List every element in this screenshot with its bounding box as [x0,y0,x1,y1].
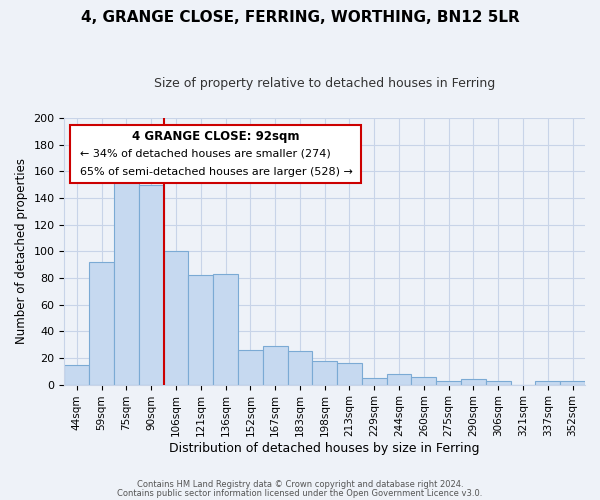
Bar [89,262,114,384]
Bar [436,380,461,384]
Bar [412,376,436,384]
Text: 65% of semi-detached houses are larger (528) →: 65% of semi-detached houses are larger (… [80,168,353,177]
Y-axis label: Number of detached properties: Number of detached properties [15,158,28,344]
Bar [461,380,486,384]
Bar [213,274,238,384]
Bar [263,346,287,385]
Bar [287,352,313,384]
Bar [313,360,337,384]
Text: 4, GRANGE CLOSE, FERRING, WORTHING, BN12 5LR: 4, GRANGE CLOSE, FERRING, WORTHING, BN12… [80,10,520,25]
Bar [114,176,139,384]
Bar [386,374,412,384]
Bar [486,380,511,384]
Bar [64,364,89,384]
Bar [337,364,362,384]
Text: Contains public sector information licensed under the Open Government Licence v3: Contains public sector information licen… [118,488,482,498]
Text: 4 GRANGE CLOSE: 92sqm: 4 GRANGE CLOSE: 92sqm [131,130,299,143]
Title: Size of property relative to detached houses in Ferring: Size of property relative to detached ho… [154,78,496,90]
Bar [238,350,263,384]
Bar [164,252,188,384]
Bar [535,380,560,384]
Text: Contains HM Land Registry data © Crown copyright and database right 2024.: Contains HM Land Registry data © Crown c… [137,480,463,489]
Bar [139,184,164,384]
Bar [560,380,585,384]
Bar [362,378,386,384]
Text: ← 34% of detached houses are smaller (274): ← 34% of detached houses are smaller (27… [80,148,331,158]
Bar [188,276,213,384]
FancyBboxPatch shape [70,124,361,184]
X-axis label: Distribution of detached houses by size in Ferring: Distribution of detached houses by size … [169,442,480,455]
